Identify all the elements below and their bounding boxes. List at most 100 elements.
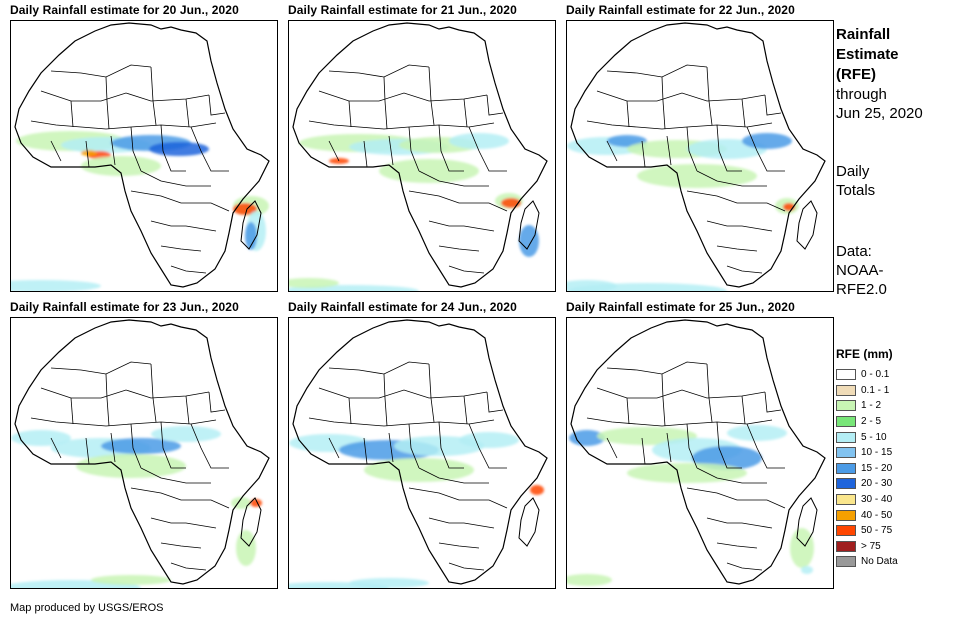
country-border	[428, 363, 435, 423]
country-border	[348, 397, 352, 425]
rainfall-area	[801, 566, 813, 574]
country-border	[606, 64, 708, 78]
country-border	[408, 487, 508, 509]
country-border	[408, 126, 420, 172]
rainfall-area	[289, 278, 339, 288]
rainfall-area	[530, 485, 544, 495]
legend-swatch	[836, 400, 856, 412]
rainfall-layer	[289, 133, 539, 291]
rainfall-map	[566, 20, 834, 292]
country-border	[716, 124, 742, 172]
country-border	[696, 170, 767, 187]
legend-item: > 75	[836, 539, 898, 555]
country-border	[70, 397, 74, 425]
legend-swatch	[836, 447, 856, 459]
legend-item: 10 - 15	[836, 445, 898, 461]
country-border	[706, 220, 773, 232]
country-border	[686, 190, 786, 212]
country-border	[606, 135, 672, 168]
coastline	[570, 319, 826, 585]
panel-title: Daily Rainfall estimate for 22 Jun., 202…	[566, 3, 795, 17]
legend-swatch	[836, 431, 856, 443]
country-border	[606, 432, 672, 465]
legend-label: No Data	[861, 556, 898, 568]
country-border	[468, 423, 507, 469]
country-border	[586, 417, 773, 427]
country-border	[328, 432, 394, 465]
country-border	[586, 120, 773, 130]
country-border	[160, 124, 186, 172]
country-border	[438, 542, 480, 549]
country-border	[30, 417, 217, 427]
legend-items: 0 - 0.1 0.1 - 1 1 - 2 2 - 5 5 - 10 10 - 15 15 …	[836, 367, 898, 570]
rainfall-layer	[11, 426, 262, 588]
country-border	[696, 467, 767, 484]
country-border	[746, 126, 785, 172]
legend-swatch	[836, 525, 856, 537]
legend-swatch	[836, 384, 856, 396]
legend-label: 5 - 10	[861, 431, 887, 443]
legend-swatch	[836, 462, 856, 474]
country-border	[448, 265, 485, 274]
coastline	[292, 22, 548, 288]
country-border	[606, 361, 708, 375]
country-border	[418, 170, 489, 187]
map-panel-22-jun: Daily Rainfall estimate for 22 Jun., 202…	[566, 3, 836, 293]
coastline	[570, 22, 826, 288]
legend-label: 0.1 - 1	[861, 384, 890, 396]
country-border	[170, 562, 207, 571]
country-border	[50, 135, 116, 168]
madagascar-outline	[796, 200, 818, 250]
legend-item: 5 - 10	[836, 429, 898, 445]
coastline	[292, 319, 548, 585]
rainfall-area	[727, 425, 787, 441]
country-border	[746, 423, 785, 469]
rainfall-area	[459, 432, 519, 448]
rainfall-area	[742, 133, 792, 149]
country-border	[764, 391, 782, 413]
africa-map-svg	[289, 22, 548, 291]
country-border	[596, 387, 766, 399]
country-border	[716, 542, 758, 549]
rainfall-area	[76, 454, 186, 478]
country-border	[706, 66, 713, 126]
country-border	[661, 76, 666, 130]
rainfall-area	[637, 164, 757, 188]
country-border	[130, 126, 142, 172]
data-source-text: Data: NOAA- RFE2.0	[836, 243, 887, 298]
panel-title: Daily Rainfall estimate for 25 Jun., 202…	[566, 300, 795, 314]
rainfall-map	[10, 317, 278, 589]
country-border	[30, 120, 217, 130]
country-border	[150, 66, 157, 126]
country-border	[105, 76, 110, 130]
country-border	[208, 94, 226, 116]
country-border	[438, 124, 464, 172]
country-border	[328, 361, 430, 375]
country-border	[185, 98, 190, 128]
country-border	[150, 363, 157, 423]
country-border	[50, 361, 152, 375]
country-border	[486, 391, 504, 413]
madagascar-outline	[240, 497, 262, 547]
valid-through-text: through Jun 25, 2020	[836, 86, 923, 122]
africa-map-svg	[11, 319, 270, 588]
country-border	[160, 245, 202, 252]
rainfall-map	[10, 20, 278, 292]
rainfall-area	[567, 574, 612, 586]
legend-item: 40 - 50	[836, 507, 898, 523]
madagascar-outline	[240, 200, 262, 250]
legend-item: 1 - 2	[836, 398, 898, 414]
rainfall-area	[81, 150, 97, 156]
country-border	[328, 135, 394, 168]
legend-swatch	[836, 556, 856, 568]
legend-label: 40 - 50	[861, 509, 893, 521]
country-border	[661, 373, 666, 427]
country-border	[438, 421, 464, 469]
country-border	[741, 98, 746, 128]
country-border	[308, 120, 495, 130]
rainfall-area	[11, 280, 101, 291]
legend-label: 50 - 75	[861, 525, 893, 537]
country-border	[626, 397, 630, 425]
country-border	[130, 423, 142, 469]
rainfall-area	[151, 426, 221, 442]
